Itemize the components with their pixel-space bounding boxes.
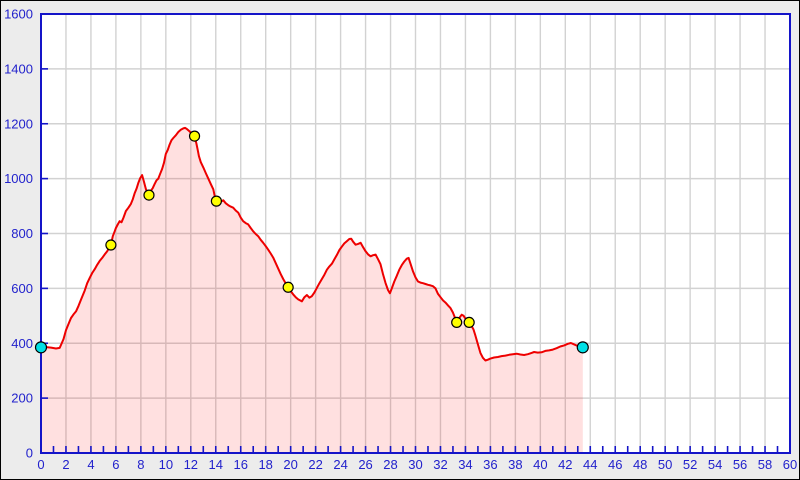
x-axis-tick-label: 54 <box>708 457 722 472</box>
waypoint-marker <box>143 189 155 201</box>
x-axis-tick-label: 30 <box>408 457 422 472</box>
y-axis-tick-label: 1200 <box>4 116 33 131</box>
x-axis-tick-label: 14 <box>209 457 223 472</box>
x-axis-tick-label: 42 <box>558 457 572 472</box>
y-axis-tick-label: 400 <box>11 336 33 351</box>
x-axis-tick-label: 16 <box>233 457 247 472</box>
elevation-area <box>41 127 583 454</box>
x-axis-tick-label: 26 <box>358 457 372 472</box>
x-axis-tick-label: 6 <box>112 457 119 472</box>
x-axis-tick-label: 4 <box>87 457 94 472</box>
x-axis-tick-label: 40 <box>533 457 547 472</box>
y-axis-tick-label: 1400 <box>4 61 33 76</box>
x-axis-tick-label: 24 <box>333 457 347 472</box>
x-axis-tick-label: 22 <box>308 457 322 472</box>
x-axis-tick-label: 56 <box>733 457 747 472</box>
x-axis-tick-label: 2 <box>62 457 69 472</box>
waypoint-marker <box>188 130 201 142</box>
waypoint-marker <box>282 281 294 293</box>
x-axis-tick-label: 34 <box>458 457 472 472</box>
x-axis-tick-label: 52 <box>683 457 697 472</box>
x-axis-tick-label: 50 <box>658 457 672 472</box>
x-axis-tick-label: 36 <box>483 457 497 472</box>
x-axis-tick-label: 44 <box>583 457 597 472</box>
x-axis-tick-label: 32 <box>433 457 447 472</box>
x-axis-tick-label: 20 <box>283 457 297 472</box>
x-axis-tick-label: 0 <box>37 457 44 472</box>
x-axis-tick-label: 28 <box>383 457 397 472</box>
waypoint-marker <box>451 316 463 328</box>
waypoint-marker <box>210 195 222 207</box>
y-axis-tick-label: 1600 <box>4 7 33 22</box>
y-axis-tick-label: 200 <box>11 391 33 406</box>
waypoint-marker <box>105 239 117 251</box>
x-axis-tick-label: 18 <box>258 457 272 472</box>
end-marker <box>576 341 589 354</box>
start-marker <box>34 341 48 354</box>
x-axis-tick-label: 48 <box>633 457 647 472</box>
y-axis-tick-label: 800 <box>11 226 33 241</box>
x-axis-tick-label: 12 <box>184 457 198 472</box>
x-axis-tick-label: 8 <box>137 457 144 472</box>
x-axis-tick-label: 58 <box>758 457 772 472</box>
waypoint-marker <box>463 316 475 328</box>
x-axis-tick-label: 46 <box>608 457 622 472</box>
x-axis-tick-label: 60 <box>783 457 797 472</box>
x-axis-tick-label: 10 <box>159 457 173 472</box>
y-axis-tick-label: 600 <box>11 281 33 296</box>
x-axis-tick-label: 38 <box>508 457 522 472</box>
y-axis-tick-label: 0 <box>26 446 33 461</box>
y-axis-tick-label: 1000 <box>4 171 33 186</box>
